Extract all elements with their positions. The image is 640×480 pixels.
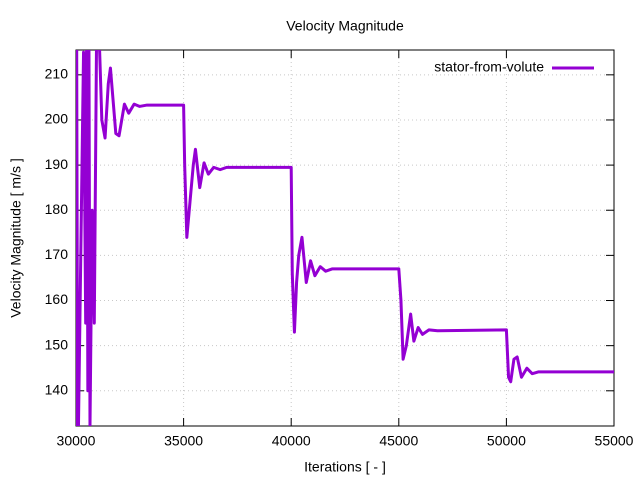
x-axis-label: Iterations [ - ]	[304, 459, 386, 475]
y-tick-label: 170	[45, 246, 69, 262]
x-tick-label: 55000	[595, 433, 634, 449]
chart-title: Velocity Magnitude	[286, 18, 404, 34]
legend-label: stator-from-volute	[434, 59, 544, 75]
series-line	[76, 50, 614, 426]
y-tick-label: 180	[45, 201, 69, 217]
y-tick-label: 160	[45, 291, 69, 307]
x-tick-label: 35000	[164, 433, 203, 449]
y-tick-label: 190	[45, 156, 69, 172]
x-tick-label: 40000	[272, 433, 311, 449]
y-tick-label: 200	[45, 111, 69, 127]
x-tick-label: 30000	[57, 433, 96, 449]
y-axis-label: Velocity Magnitude [ m/s ]	[8, 158, 24, 318]
y-tick-label: 140	[45, 381, 69, 397]
y-tick-label: 150	[45, 336, 69, 352]
x-tick-label: 45000	[379, 433, 418, 449]
y-tick-label: 210	[45, 66, 69, 82]
x-tick-label: 50000	[487, 433, 526, 449]
